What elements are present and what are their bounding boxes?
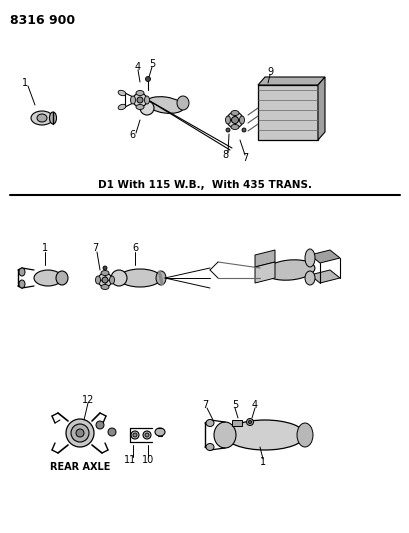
Text: 8316 900: 8316 900 (10, 13, 75, 27)
Ellipse shape (246, 418, 253, 425)
Ellipse shape (241, 128, 245, 132)
Text: 7: 7 (241, 153, 247, 163)
Polygon shape (309, 270, 339, 283)
Text: 11: 11 (124, 455, 136, 465)
Ellipse shape (19, 268, 25, 276)
Ellipse shape (103, 266, 107, 270)
Polygon shape (317, 77, 324, 140)
Text: 9: 9 (266, 67, 272, 77)
Text: 1: 1 (22, 78, 28, 88)
Ellipse shape (101, 271, 109, 276)
Ellipse shape (225, 116, 230, 124)
Ellipse shape (225, 128, 229, 132)
Ellipse shape (19, 280, 25, 288)
Ellipse shape (205, 443, 213, 450)
Ellipse shape (111, 270, 127, 286)
Text: 12: 12 (82, 395, 94, 405)
Ellipse shape (71, 424, 89, 442)
Ellipse shape (66, 419, 94, 447)
Ellipse shape (213, 422, 236, 448)
Bar (257, 85, 317, 140)
Ellipse shape (108, 428, 116, 436)
Text: 1: 1 (259, 457, 265, 467)
Ellipse shape (137, 97, 143, 103)
Text: 5: 5 (231, 400, 238, 410)
Ellipse shape (304, 249, 314, 267)
Ellipse shape (119, 269, 161, 287)
Ellipse shape (296, 423, 312, 447)
Ellipse shape (56, 271, 68, 285)
Polygon shape (254, 250, 274, 267)
Ellipse shape (130, 96, 135, 104)
Text: 10: 10 (142, 455, 154, 465)
Text: 4: 4 (251, 400, 257, 410)
Ellipse shape (76, 429, 84, 437)
Ellipse shape (230, 110, 238, 116)
Ellipse shape (265, 260, 314, 280)
Ellipse shape (144, 96, 149, 104)
Ellipse shape (131, 431, 139, 439)
Text: D1 With 115 W.B.,  With 435 TRANS.: D1 With 115 W.B., With 435 TRANS. (98, 180, 311, 190)
Ellipse shape (109, 276, 114, 284)
Text: 1: 1 (42, 243, 48, 253)
Ellipse shape (95, 276, 100, 284)
Ellipse shape (133, 93, 147, 107)
Polygon shape (254, 262, 274, 283)
Ellipse shape (231, 117, 238, 124)
Ellipse shape (143, 431, 151, 439)
Ellipse shape (118, 90, 126, 96)
Ellipse shape (133, 433, 137, 437)
Ellipse shape (155, 428, 164, 436)
Ellipse shape (98, 273, 112, 287)
Ellipse shape (225, 420, 304, 450)
Ellipse shape (205, 419, 213, 426)
Text: 8: 8 (221, 150, 227, 160)
Ellipse shape (34, 270, 62, 286)
Ellipse shape (248, 421, 251, 424)
Ellipse shape (102, 277, 108, 283)
Ellipse shape (177, 96, 189, 110)
Ellipse shape (146, 96, 183, 114)
Ellipse shape (145, 77, 150, 82)
Ellipse shape (118, 104, 126, 110)
Ellipse shape (230, 125, 238, 130)
Text: 5: 5 (148, 59, 155, 69)
Ellipse shape (49, 112, 56, 124)
Ellipse shape (136, 104, 144, 109)
Ellipse shape (37, 114, 47, 122)
Ellipse shape (227, 112, 243, 128)
Text: REAR AXLE: REAR AXLE (50, 462, 110, 472)
Ellipse shape (239, 116, 244, 124)
Ellipse shape (155, 271, 166, 285)
Ellipse shape (304, 271, 314, 285)
Ellipse shape (96, 421, 104, 429)
Text: 7: 7 (92, 243, 98, 253)
Polygon shape (309, 250, 339, 263)
Ellipse shape (101, 285, 109, 289)
Text: 4: 4 (135, 62, 141, 72)
Text: 6: 6 (132, 243, 138, 253)
Ellipse shape (31, 111, 53, 125)
Text: 6: 6 (128, 130, 135, 140)
Ellipse shape (145, 433, 148, 437)
Ellipse shape (139, 101, 154, 115)
Polygon shape (231, 420, 241, 426)
Polygon shape (257, 77, 324, 85)
Ellipse shape (136, 91, 144, 95)
Text: 7: 7 (201, 400, 208, 410)
